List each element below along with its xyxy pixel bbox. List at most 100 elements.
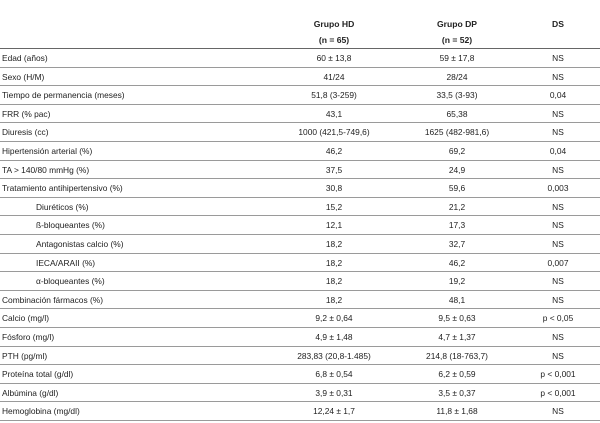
cell-grupo-dp: 48,1 [448, 294, 466, 305]
row-label: TA > 140/80 mmHg (%) [2, 164, 90, 175]
cell-grupo-dp: 59,6 [448, 183, 466, 194]
table-divider [0, 364, 600, 365]
cell-ds: p < 0,05 [542, 313, 574, 324]
table-divider [0, 271, 600, 272]
cell-grupo-hd: 283,83 (20,8-1.485) [297, 350, 371, 361]
cell-grupo-dp: 6,2 ± 0,59 [438, 369, 476, 380]
cell-ds: NS [552, 406, 564, 417]
cell-grupo-dp: 1625 (482-981,6) [424, 127, 490, 138]
cell-ds: NS [552, 71, 564, 82]
cell-grupo-hd: 60 ± 13,8 [316, 53, 352, 63]
row-label: α-bloqueantes (%) [36, 276, 105, 287]
table-divider [0, 85, 600, 86]
table-divider [0, 401, 600, 402]
table-divider [0, 197, 600, 198]
cell-grupo-hd: 41/24 [323, 71, 345, 82]
cell-ds: NS [552, 239, 564, 249]
table-divider [0, 327, 600, 328]
table-divider [0, 178, 600, 179]
cell-ds: NS [552, 201, 564, 212]
cell-ds: NS [552, 164, 564, 175]
cell-grupo-dp: 33,5 (3-93) [436, 90, 478, 101]
cell-ds: NS [552, 276, 564, 287]
cell-ds: NS [552, 220, 564, 231]
cell-ds: p < 0,001 [540, 387, 576, 398]
row-label: Diuréticos (%) [36, 201, 89, 212]
cell-ds: NS [552, 108, 564, 119]
table-divider [0, 160, 600, 161]
cell-grupo-hd: 12,1 [325, 220, 343, 231]
header-hd-title: Grupo HD [313, 19, 355, 29]
table-divider [0, 420, 600, 421]
cell-grupo-dp: 46,2 [448, 257, 466, 268]
cell-grupo-dp: 69,2 [448, 146, 466, 156]
cell-grupo-dp: 11,8 ± 1,68 [436, 406, 478, 417]
row-label: Hipertensión arterial (%) [2, 146, 93, 156]
cell-grupo-dp: 214,8 (18-763,7) [426, 350, 488, 361]
row-label: Edad (años) [2, 53, 48, 63]
cell-grupo-dp: 28/24 [446, 71, 468, 82]
cell-grupo-hd: 12,24 ± 1,7 [313, 406, 355, 417]
cell-grupo-hd: 9,2 ± 0,64 [315, 313, 353, 324]
row-label: Diuresis (cc) [2, 127, 49, 138]
header-dp-title: Grupo DP [436, 19, 478, 29]
cell-grupo-hd: 18,2 [325, 257, 343, 268]
cell-ds: 0,003 [547, 183, 569, 194]
cell-grupo-dp: 59 ± 17,8 [439, 53, 475, 63]
table-divider [0, 48, 600, 49]
cell-ds: 0,04 [549, 146, 567, 156]
table-divider [0, 67, 600, 68]
row-label: Antagonistas calcio (%) [36, 239, 124, 249]
cell-grupo-hd: 1000 (421,5-749,6) [298, 127, 370, 138]
cell-grupo-dp: 17,3 [448, 220, 466, 231]
table-divider [0, 308, 600, 309]
cell-grupo-hd: 15,2 [325, 201, 343, 212]
table-divider [0, 253, 600, 254]
cell-grupo-hd: 37,5 [325, 164, 343, 175]
row-label: Tratamiento antihipertensivo (%) [2, 183, 123, 194]
cell-ds: p < 0,001 [540, 369, 576, 380]
table-divider [0, 104, 600, 105]
row-label: Combinación fármacos (%) [2, 294, 103, 305]
row-label: Hemoglobina (mg/dl) [2, 406, 80, 417]
cell-grupo-dp: 9,5 ± 0,63 [438, 313, 476, 324]
cell-ds: NS [552, 53, 564, 63]
cell-grupo-hd: 51,8 (3-259) [311, 90, 357, 101]
header-ds-title: DS [552, 19, 564, 29]
table-divider [0, 383, 600, 384]
row-label: FRR (% pac) [2, 108, 51, 119]
cell-grupo-hd: 4,9 ± 1,48 [315, 332, 353, 342]
cell-grupo-hd: 18,2 [325, 294, 343, 305]
table-divider [0, 141, 600, 142]
cell-grupo-hd: 6,8 ± 0,54 [315, 369, 353, 380]
row-label: Proteína total (g/dl) [2, 369, 74, 380]
header-dp-n: (n = 52) [441, 35, 473, 45]
cell-grupo-dp: 32,7 [448, 239, 466, 249]
cell-grupo-hd: 3,9 ± 0,31 [315, 387, 353, 398]
cell-ds: 0,04 [549, 90, 567, 101]
table-divider [0, 290, 600, 291]
row-label: ß-bloqueantes (%) [36, 220, 105, 231]
row-label: Albúmina (g/dl) [2, 387, 59, 398]
row-label: Fósforo (mg/l) [2, 332, 55, 342]
cell-ds: NS [552, 332, 564, 342]
cell-ds: NS [552, 127, 564, 138]
cell-ds: NS [552, 294, 564, 305]
row-label: Tiempo de permanencia (meses) [2, 90, 125, 101]
row-label: PTH (pg/ml) [2, 350, 48, 361]
cell-grupo-dp: 65,38 [446, 108, 468, 119]
cell-grupo-hd: 30,8 [325, 183, 343, 194]
cell-grupo-dp: 19,2 [448, 276, 466, 287]
table-header: Grupo HD (n = 65) Grupo DP (n = 52) DS [0, 0, 600, 48]
cell-ds: NS [552, 350, 564, 361]
row-label: Calcio (mg/l) [2, 313, 49, 324]
header-hd-n: (n = 65) [318, 35, 350, 45]
cell-grupo-dp: 4,7 ± 1,37 [438, 332, 476, 342]
table-divider [0, 122, 600, 123]
cell-grupo-hd: 46,2 [325, 146, 343, 156]
table-divider [0, 234, 600, 235]
cell-ds: 0,007 [547, 257, 569, 268]
cell-grupo-hd: 43,1 [325, 108, 343, 119]
cell-grupo-dp: 21,2 [448, 201, 466, 212]
